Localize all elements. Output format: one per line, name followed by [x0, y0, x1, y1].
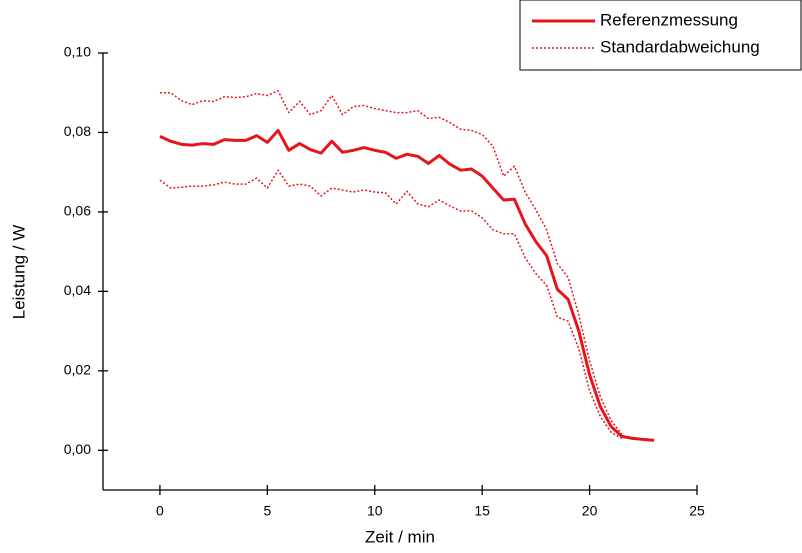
x-tick-label: 20 [582, 503, 598, 519]
y-tick-label: 0,06 [64, 203, 91, 219]
y-tick-label: 0,04 [64, 282, 91, 298]
y-axis-label: Leistung / W [9, 225, 28, 320]
line-values [159, 128, 655, 442]
x-tick-label: 25 [689, 503, 705, 519]
y-tick-label: 0,02 [64, 362, 91, 378]
legend-label: Standardabweichung [600, 37, 760, 56]
y-tick-label: 0,08 [64, 123, 91, 139]
line-lower [159, 169, 623, 440]
legend [519, 0, 802, 71]
x-axis-label: Zeit / min [365, 527, 435, 546]
x-tick-label: 5 [263, 503, 271, 519]
line-upper [159, 89, 623, 435]
x-tick-label: 0 [156, 503, 164, 519]
y-tick-label: 0,10 [64, 44, 91, 60]
x-tick-label: 10 [367, 503, 383, 519]
y-tick-label: 0,00 [64, 441, 91, 457]
legend-label: Referenzmessung [600, 10, 738, 29]
x-tick-label: 15 [474, 503, 490, 519]
